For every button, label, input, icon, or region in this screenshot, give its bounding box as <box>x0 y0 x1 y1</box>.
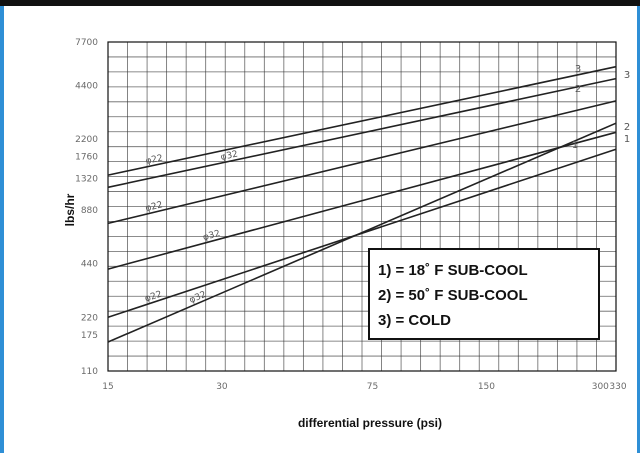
y-tick-label: 440 <box>81 260 98 270</box>
legend-item-1: 1) = 18˚ F SUB-COOL <box>378 262 528 279</box>
x-tick-label: 75 <box>367 382 378 392</box>
curve-label: φ32 <box>202 229 221 243</box>
x-axis-label: differential pressure (psi) <box>298 416 442 430</box>
line-end-label: 1 <box>624 134 630 145</box>
line-end-label: 2 <box>575 84 581 95</box>
right-border <box>637 6 640 453</box>
y-tick-label: 2200 <box>75 135 98 145</box>
series-lines <box>107 65 617 343</box>
legend-item-2: 2) = 50˚ F SUB-COOL <box>378 287 528 304</box>
x-tick-labels: 15 30 75 150 300 330 <box>102 382 627 392</box>
x-tick-label: 15 <box>102 382 113 392</box>
series-line <box>107 148 617 319</box>
curve-label: φ32 <box>220 149 239 162</box>
legend-item-3: 3) = COLD <box>378 312 451 329</box>
curve-label: φ22 <box>144 290 164 305</box>
line-end-label: 3 <box>575 64 581 75</box>
y-tick-label: 175 <box>81 331 98 341</box>
y-tick-label: 880 <box>81 206 98 216</box>
y-tick-label: 4400 <box>75 81 98 91</box>
x-tick-label: 330 <box>609 382 626 392</box>
plot-border <box>107 41 617 372</box>
y-axis-label: lbs/hr <box>63 193 77 226</box>
x-tick-label: 30 <box>216 382 228 392</box>
curve-label: φ22 <box>145 153 164 166</box>
x-tick-label: 300 <box>592 382 609 392</box>
y-tick-label: 7700 <box>75 38 98 48</box>
y-tick-label: 1320 <box>75 175 98 185</box>
y-tick-label: 110 <box>81 367 98 377</box>
series-line <box>107 131 617 270</box>
y-tick-label: 1760 <box>75 152 98 162</box>
series-line <box>107 77 617 189</box>
top-border <box>0 0 640 6</box>
line-end-label: 3 <box>624 70 630 81</box>
y-tick-label: 220 <box>81 313 98 323</box>
y-tick-labels: 110 175 220 440 880 1320 1760 2200 4400 7700 <box>75 38 98 377</box>
curve-label: φ22 <box>144 200 163 214</box>
left-border <box>0 6 4 453</box>
line-end-label: 1 <box>572 140 578 151</box>
series-line <box>107 65 617 176</box>
x-tick-label: 150 <box>478 382 495 392</box>
line-end-label: 2 <box>624 122 630 133</box>
series-line <box>107 100 617 225</box>
legend: 1) = 18˚ F SUB-COOL 2) = 50˚ F SUB-COOL … <box>368 248 600 340</box>
